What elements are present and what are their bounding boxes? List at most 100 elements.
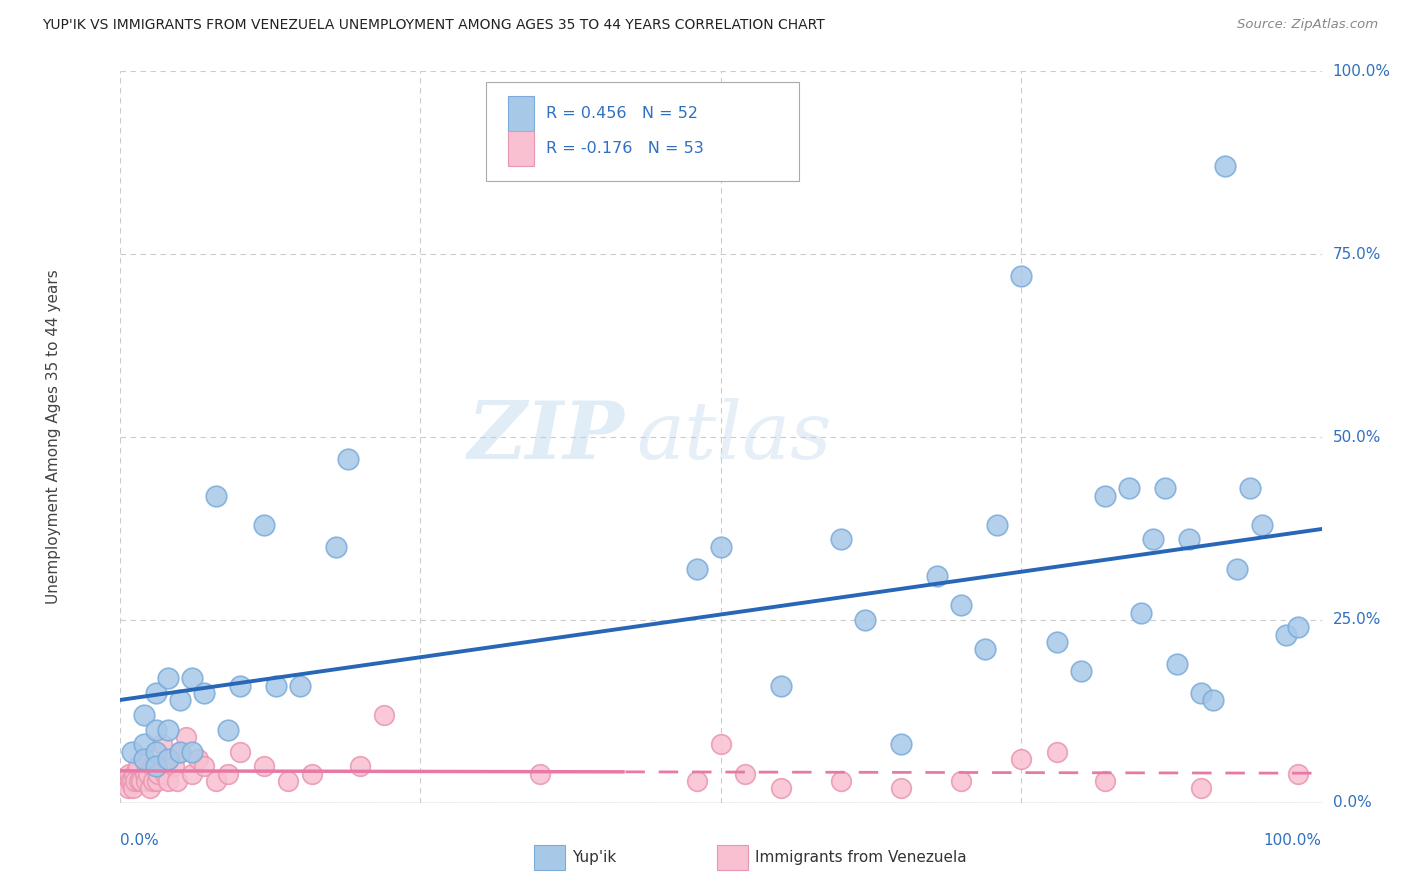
Point bbox=[159, 752, 181, 766]
Point bbox=[145, 723, 167, 737]
Text: Yup'ik: Yup'ik bbox=[572, 850, 616, 864]
Point bbox=[1286, 766, 1309, 780]
Point bbox=[1202, 693, 1225, 707]
Point bbox=[121, 745, 143, 759]
Point bbox=[1130, 606, 1153, 620]
Point bbox=[1286, 620, 1309, 634]
Point bbox=[132, 752, 155, 766]
Point bbox=[1118, 481, 1140, 495]
Point bbox=[228, 679, 252, 693]
Point bbox=[122, 766, 145, 780]
Point bbox=[709, 540, 731, 554]
Point bbox=[264, 679, 287, 693]
Point bbox=[1094, 489, 1116, 503]
Point bbox=[145, 745, 167, 759]
Point bbox=[145, 686, 167, 700]
Text: 0.0%: 0.0% bbox=[120, 833, 159, 848]
Point bbox=[217, 723, 239, 737]
Point bbox=[145, 759, 167, 773]
Point bbox=[974, 642, 997, 657]
Point bbox=[349, 759, 371, 773]
Point bbox=[1189, 686, 1212, 700]
Point bbox=[120, 773, 142, 788]
Point bbox=[1166, 657, 1188, 671]
Text: Source: ZipAtlas.com: Source: ZipAtlas.com bbox=[1237, 18, 1378, 31]
Point bbox=[132, 737, 155, 751]
Point bbox=[301, 766, 323, 780]
Point bbox=[830, 533, 852, 547]
Text: atlas: atlas bbox=[637, 399, 832, 475]
Point bbox=[1142, 533, 1164, 547]
Point bbox=[685, 562, 707, 576]
Point bbox=[156, 723, 179, 737]
Point bbox=[1239, 481, 1261, 495]
Text: 50.0%: 50.0% bbox=[1333, 430, 1381, 444]
Point bbox=[166, 773, 188, 788]
Point bbox=[769, 781, 792, 796]
Point bbox=[685, 773, 707, 788]
Point bbox=[1250, 517, 1272, 532]
Point bbox=[1046, 635, 1069, 649]
Point bbox=[1189, 781, 1212, 796]
Point bbox=[769, 679, 792, 693]
Point bbox=[128, 773, 150, 788]
Point bbox=[336, 452, 359, 467]
Point bbox=[1274, 627, 1296, 641]
Point bbox=[127, 759, 149, 773]
Text: 25.0%: 25.0% bbox=[1333, 613, 1381, 627]
Point bbox=[169, 745, 191, 759]
Point bbox=[890, 781, 912, 796]
Point bbox=[138, 781, 160, 796]
Point bbox=[124, 773, 146, 788]
Point bbox=[709, 737, 731, 751]
Point bbox=[253, 759, 276, 773]
FancyBboxPatch shape bbox=[486, 82, 799, 181]
Point bbox=[138, 766, 160, 780]
Point bbox=[114, 773, 136, 788]
Text: 75.0%: 75.0% bbox=[1333, 247, 1381, 261]
Point bbox=[325, 540, 347, 554]
Point bbox=[146, 773, 169, 788]
Point bbox=[153, 766, 176, 780]
Point bbox=[121, 781, 143, 796]
Point bbox=[156, 672, 179, 686]
Text: ZIP: ZIP bbox=[468, 399, 624, 475]
Point bbox=[193, 759, 215, 773]
Point bbox=[1046, 745, 1069, 759]
Point bbox=[150, 737, 173, 751]
Point bbox=[156, 752, 179, 766]
Point bbox=[117, 781, 139, 796]
Point bbox=[1070, 664, 1092, 678]
Point bbox=[146, 766, 169, 780]
Text: Immigrants from Venezuela: Immigrants from Venezuela bbox=[755, 850, 967, 864]
Point bbox=[986, 517, 1008, 532]
Point bbox=[228, 745, 252, 759]
Bar bbox=[508, 96, 534, 131]
Point bbox=[373, 708, 395, 723]
Point bbox=[734, 766, 756, 780]
Point bbox=[529, 766, 551, 780]
Text: 0.0%: 0.0% bbox=[1333, 796, 1371, 810]
Point bbox=[118, 766, 141, 780]
Point bbox=[204, 773, 226, 788]
Point bbox=[174, 730, 197, 744]
Point bbox=[162, 759, 184, 773]
Point bbox=[1010, 269, 1032, 284]
Point bbox=[277, 773, 299, 788]
Point bbox=[135, 773, 157, 788]
Point bbox=[288, 679, 311, 693]
Point bbox=[142, 773, 165, 788]
Point bbox=[156, 773, 179, 788]
Point bbox=[890, 737, 912, 751]
Point bbox=[1226, 562, 1249, 576]
Text: R = 0.456   N = 52: R = 0.456 N = 52 bbox=[547, 106, 699, 121]
Point bbox=[169, 745, 191, 759]
Point bbox=[830, 773, 852, 788]
Point bbox=[180, 766, 202, 780]
Text: 100.0%: 100.0% bbox=[1264, 833, 1322, 848]
Point bbox=[132, 752, 155, 766]
Point bbox=[134, 766, 156, 780]
Point bbox=[217, 766, 239, 780]
Point bbox=[853, 613, 876, 627]
Point bbox=[169, 693, 191, 707]
